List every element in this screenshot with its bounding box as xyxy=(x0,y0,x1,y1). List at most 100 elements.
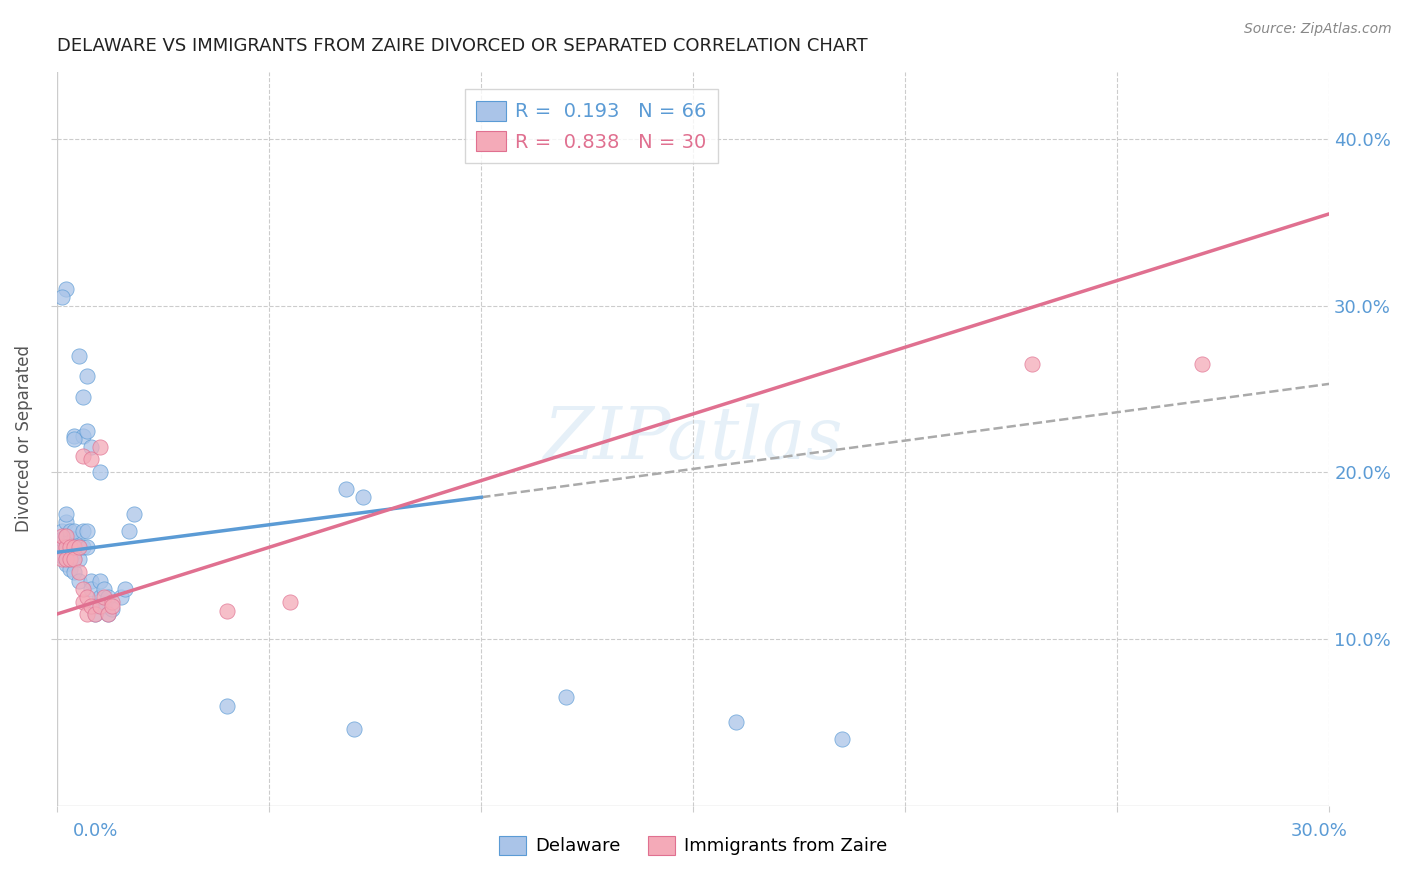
Point xyxy=(101,602,124,616)
Point xyxy=(72,582,94,596)
Point xyxy=(55,552,77,566)
Text: 30.0%: 30.0% xyxy=(1291,822,1347,840)
Point xyxy=(67,566,90,580)
Point xyxy=(1021,357,1043,371)
Point xyxy=(55,528,77,542)
Point xyxy=(84,607,107,621)
Point xyxy=(51,541,73,555)
Point xyxy=(831,731,853,746)
Point xyxy=(93,582,115,596)
Point xyxy=(76,424,98,438)
Point xyxy=(93,591,115,605)
Point xyxy=(59,562,82,576)
Point xyxy=(72,390,94,404)
Point xyxy=(76,368,98,383)
Point xyxy=(89,574,111,588)
Point xyxy=(80,582,103,596)
Point xyxy=(80,599,103,613)
Point xyxy=(63,552,86,566)
Point xyxy=(67,349,90,363)
Point xyxy=(51,541,73,555)
Point xyxy=(67,541,90,555)
Point xyxy=(76,591,98,605)
Point xyxy=(55,552,77,566)
Point xyxy=(51,532,73,546)
Point xyxy=(97,591,120,605)
Point xyxy=(59,535,82,549)
Point xyxy=(89,465,111,479)
Point xyxy=(59,541,82,555)
Point xyxy=(63,545,86,559)
Point xyxy=(59,541,82,555)
Point xyxy=(352,490,374,504)
Point xyxy=(55,557,77,571)
Y-axis label: Divorced or Separated: Divorced or Separated xyxy=(15,345,32,533)
Point xyxy=(67,541,90,555)
Point xyxy=(55,541,77,555)
Point xyxy=(72,449,94,463)
Point xyxy=(67,574,90,588)
Point xyxy=(59,552,82,566)
Point xyxy=(76,607,98,621)
Point xyxy=(59,524,82,538)
Point xyxy=(63,566,86,580)
Point xyxy=(724,715,747,730)
Point xyxy=(97,607,120,621)
Point xyxy=(72,428,94,442)
Point xyxy=(215,604,238,618)
Point xyxy=(89,440,111,454)
Point xyxy=(51,549,73,563)
Text: Source: ZipAtlas.com: Source: ZipAtlas.com xyxy=(1244,22,1392,37)
Point xyxy=(67,552,90,566)
Point xyxy=(63,428,86,442)
Point xyxy=(80,451,103,466)
Point xyxy=(59,532,82,546)
Point xyxy=(55,541,77,555)
Point xyxy=(80,574,103,588)
Point xyxy=(89,591,111,605)
Point xyxy=(97,607,120,621)
Point xyxy=(51,528,73,542)
Text: DELAWARE VS IMMIGRANTS FROM ZAIRE DIVORCED OR SEPARATED CORRELATION CHART: DELAWARE VS IMMIGRANTS FROM ZAIRE DIVORC… xyxy=(58,37,868,55)
Text: ZIPatlas: ZIPatlas xyxy=(544,403,844,475)
Point xyxy=(51,290,73,304)
Point xyxy=(76,541,98,555)
Point xyxy=(63,524,86,538)
Point xyxy=(110,591,132,605)
Point xyxy=(55,507,77,521)
Point xyxy=(215,698,238,713)
Point xyxy=(63,541,86,555)
Point xyxy=(89,599,111,613)
Point xyxy=(76,524,98,538)
Point xyxy=(63,552,86,566)
Point xyxy=(1191,357,1213,371)
Point xyxy=(63,432,86,446)
Point xyxy=(51,552,73,566)
Point xyxy=(335,482,357,496)
Point xyxy=(59,549,82,563)
Point xyxy=(343,722,366,736)
Point xyxy=(72,524,94,538)
Point xyxy=(59,541,82,555)
Point xyxy=(55,528,77,542)
Point xyxy=(93,599,115,613)
Point xyxy=(122,507,145,521)
Legend: R =  0.193   N = 66, R =  0.838   N = 30: R = 0.193 N = 66, R = 0.838 N = 30 xyxy=(465,89,718,163)
Point xyxy=(55,535,77,549)
Point xyxy=(59,552,82,566)
Point xyxy=(55,545,77,559)
Point xyxy=(84,607,107,621)
Point xyxy=(80,440,103,454)
Point xyxy=(118,524,141,538)
Point xyxy=(101,595,124,609)
Point xyxy=(55,515,77,529)
Point xyxy=(63,532,86,546)
Text: 0.0%: 0.0% xyxy=(73,822,118,840)
Point xyxy=(101,599,124,613)
Point xyxy=(63,541,86,555)
Point xyxy=(72,541,94,555)
Point xyxy=(555,690,578,705)
Point xyxy=(72,595,94,609)
Point xyxy=(84,599,107,613)
Point xyxy=(280,595,302,609)
